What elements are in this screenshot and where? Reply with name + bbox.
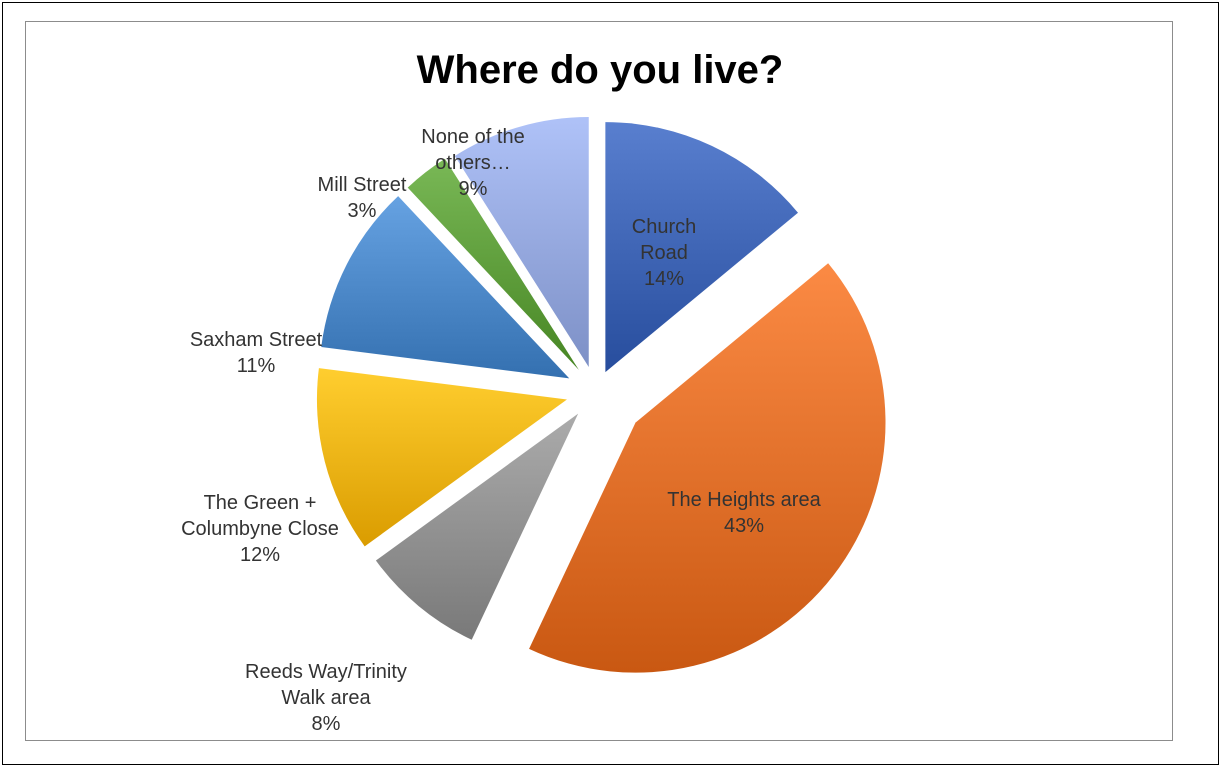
- slice-label: Church Road 14%: [632, 216, 696, 290]
- slice-label: Mill Street 3%: [318, 174, 407, 222]
- slice-label: The Heights area 43%: [667, 489, 821, 537]
- pie-slice: [605, 122, 798, 373]
- pie-slice: [407, 158, 579, 370]
- slice-label: The Green + Columbyne Close 12%: [181, 492, 339, 566]
- pie-slice: [375, 413, 579, 640]
- chart-title: Where do you live?: [416, 48, 784, 92]
- pie-chart: Church Road 14% The Heights area 43% Reeds Wa…: [181, 117, 886, 735]
- pie-slice: [454, 117, 589, 368]
- slice-label: Saxham Street 11%: [190, 329, 323, 377]
- slice-label: Reeds Way/Trinity Walk area 8%: [245, 661, 407, 735]
- pie-slice: [316, 368, 567, 547]
- chart-area: Where do you live? Church Road 14% The Heig…: [25, 21, 1173, 741]
- pie-slice: [529, 263, 886, 673]
- pie-slice: [321, 196, 570, 379]
- slice-label: None of the others… 9%: [421, 126, 524, 200]
